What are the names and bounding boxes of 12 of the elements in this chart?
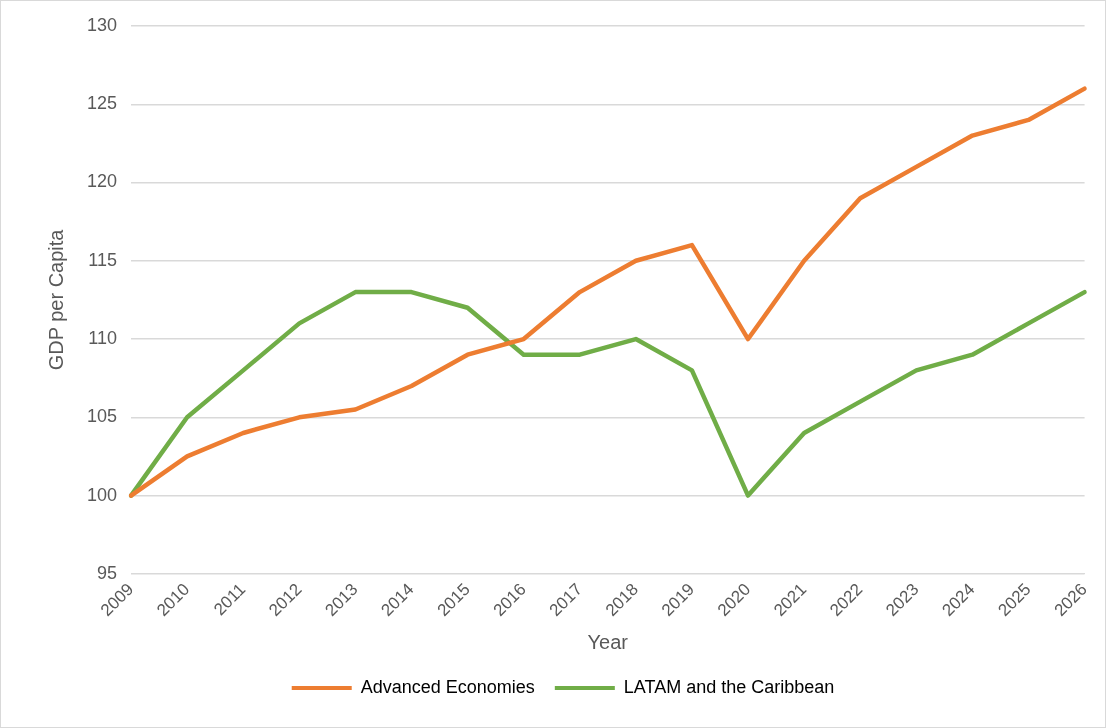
legend-label: LATAM and the Caribbean	[623, 676, 835, 697]
y-tick-label: 105	[86, 406, 118, 427]
y-tick-label: 125	[86, 93, 118, 114]
legend-label: Advanced Economies	[360, 676, 535, 697]
y-tick-label: 115	[88, 249, 118, 270]
x-axis-title: Year	[587, 630, 629, 653]
y-tick-label: 100	[86, 484, 118, 505]
y-axis-title: GDP per Capita	[44, 228, 67, 371]
y-tick-label: 110	[88, 328, 118, 349]
y-tick-label: 95	[97, 562, 118, 583]
y-tick-label: 130	[86, 14, 118, 35]
y-tick-label: 120	[86, 171, 118, 192]
